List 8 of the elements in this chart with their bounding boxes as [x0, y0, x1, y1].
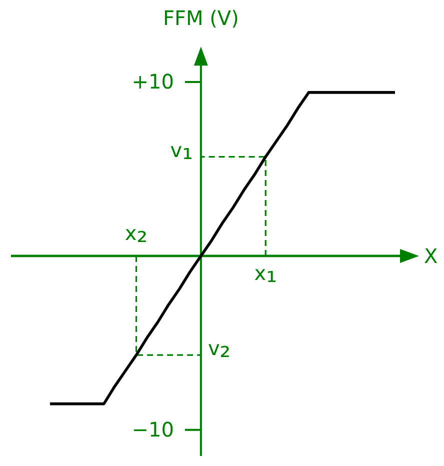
- x-axis-title: X: [424, 244, 438, 268]
- y-tick-label: −10: [132, 417, 174, 442]
- annotation: v₂: [208, 333, 231, 364]
- x-tick-label: x₁: [254, 258, 277, 289]
- y-tick-label: +10: [132, 69, 174, 94]
- annotation: v₁: [170, 134, 193, 166]
- x-tick-label: x₂: [124, 218, 148, 249]
- y-axis-title: FFM (V): [162, 6, 239, 30]
